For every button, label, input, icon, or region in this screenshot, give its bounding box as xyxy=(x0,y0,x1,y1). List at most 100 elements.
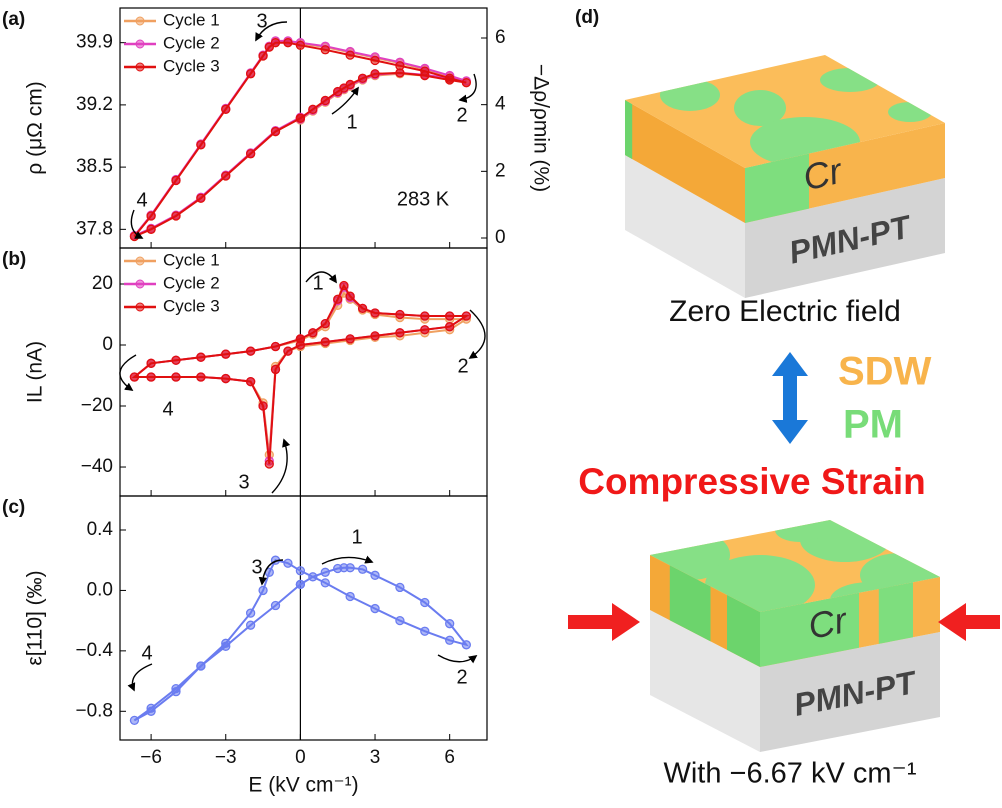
caption: Zero Electric field xyxy=(669,295,901,328)
data-point xyxy=(272,343,280,351)
phase-label: PM xyxy=(843,403,903,447)
data-point xyxy=(247,70,255,78)
y-tick-label: 0.0 xyxy=(87,579,113,600)
data-point xyxy=(172,688,180,696)
strain-arrow xyxy=(568,603,640,641)
data-point xyxy=(371,56,379,64)
data-point xyxy=(321,579,329,587)
data-point xyxy=(396,617,404,625)
data-point xyxy=(421,599,429,607)
annotation: 1 xyxy=(346,111,357,133)
y2-tick-label: 6 xyxy=(495,27,506,48)
data-point xyxy=(334,295,342,303)
y-tick-label: 39.9 xyxy=(76,32,113,53)
y-axis-label: ε[110] (‰) xyxy=(24,570,47,665)
legend-label: Cycle 1 xyxy=(163,250,220,269)
data-point xyxy=(371,309,379,317)
data-point xyxy=(247,621,255,629)
y2-axis-label: −Δρ/ρmin (%) xyxy=(529,64,552,192)
data-point xyxy=(284,559,292,567)
data-point xyxy=(265,43,273,51)
annotation: 1 xyxy=(312,272,323,294)
data-point xyxy=(421,627,429,635)
data-point xyxy=(309,573,317,581)
legend-marker xyxy=(136,257,144,265)
data-point xyxy=(346,80,354,88)
y-tick-label: 39.2 xyxy=(76,94,113,115)
y-axis-label: IL (nA) xyxy=(24,341,47,403)
charts: 37.8 38.5 39.2 39.9 0 2 4 6 Cycle 1 Cycle 2 Cycle … xyxy=(2,8,552,797)
sweep-arrow xyxy=(322,557,372,564)
legend-marker xyxy=(136,17,144,25)
panel: −0.8−0.40.00.4−6−30361234(c)ε[110] (‰)E … xyxy=(2,496,487,797)
sweep-arrow xyxy=(438,655,476,662)
double-arrow xyxy=(772,352,808,444)
legend-label: Cycle 2 xyxy=(163,273,220,292)
data-point xyxy=(371,70,379,78)
data-point xyxy=(130,232,138,240)
data-point xyxy=(421,312,429,320)
data-point xyxy=(446,74,454,82)
data-point xyxy=(396,329,404,337)
y-tick-label: −0.8 xyxy=(75,700,113,721)
y2-tick-label: 4 xyxy=(495,94,506,115)
x-tick-label: 0 xyxy=(295,747,306,768)
y-tick-label: 38.5 xyxy=(76,156,113,177)
annotation: 283 K xyxy=(397,188,450,210)
data-point xyxy=(147,212,155,220)
data-point xyxy=(346,564,354,572)
y-tick-label: 20 xyxy=(92,273,113,294)
data-point xyxy=(321,320,329,328)
data-point xyxy=(296,580,304,588)
data-point xyxy=(222,375,230,383)
data-point xyxy=(265,460,273,468)
data-point xyxy=(222,105,230,113)
data-point xyxy=(172,356,180,364)
legend-label: Cycle 3 xyxy=(163,56,220,75)
data-point xyxy=(296,41,304,49)
data-point xyxy=(247,347,255,355)
data-point xyxy=(446,636,454,644)
data-point xyxy=(309,329,317,337)
data-point xyxy=(296,335,304,343)
data-point xyxy=(446,312,454,320)
x-tick-label: 6 xyxy=(444,747,455,768)
data-point xyxy=(147,359,155,367)
data-point xyxy=(296,114,304,122)
data-point xyxy=(272,602,280,610)
y-tick-label: 37.8 xyxy=(76,218,113,239)
annotation: 3 xyxy=(251,556,262,578)
data-point xyxy=(346,51,354,59)
data-point xyxy=(340,282,348,290)
data-point xyxy=(371,605,379,613)
data-point xyxy=(346,292,354,300)
data-point xyxy=(321,46,329,54)
pm-blob xyxy=(775,518,825,542)
annotation: 1 xyxy=(351,526,362,548)
x-tick-label: 3 xyxy=(370,747,381,768)
data-point xyxy=(462,79,470,87)
data-point xyxy=(396,310,404,318)
data-point xyxy=(259,402,267,410)
data-point xyxy=(222,642,230,650)
data-point xyxy=(462,641,470,649)
data-point xyxy=(284,347,292,355)
pm-blob xyxy=(630,60,680,84)
data-point xyxy=(172,176,180,184)
block: CrPMN-PT xyxy=(625,55,945,298)
y2-tick-label: 2 xyxy=(495,160,506,181)
figure: 37.8 38.5 39.2 39.9 0 2 4 6 Cycle 1 Cycle 2 Cycle … xyxy=(0,0,1002,808)
data-point xyxy=(197,373,205,381)
data-point xyxy=(359,304,367,312)
panel-label: (b) xyxy=(2,249,26,270)
legend-label: Cycle 3 xyxy=(163,296,220,315)
y-tick-label: 0 xyxy=(102,334,113,355)
panel-label: (c) xyxy=(2,497,25,518)
data-point xyxy=(172,212,180,220)
y-axis-label: ρ (μΩ cm) xyxy=(24,81,47,174)
data-point xyxy=(296,567,304,575)
annotation: 4 xyxy=(136,189,147,211)
data-point xyxy=(272,128,280,136)
x-tick-label: −3 xyxy=(215,747,237,768)
data-point xyxy=(446,323,454,331)
